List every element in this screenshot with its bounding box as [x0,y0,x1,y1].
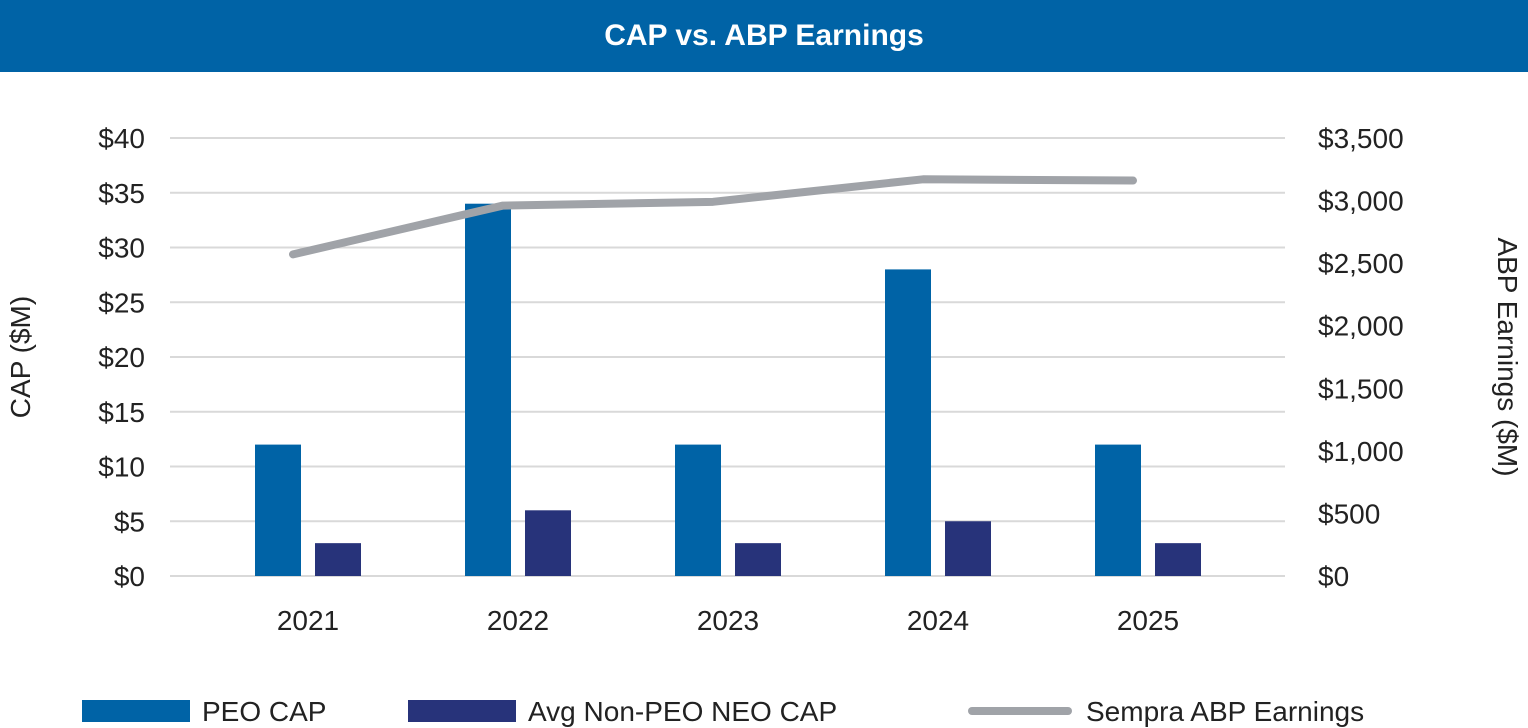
y2-tick-label: $3,500 [1318,123,1404,154]
x-tick-label: 2022 [487,605,549,636]
y-tick-label: $25 [98,287,145,318]
bar-avg-non-peo-neo-cap [735,543,781,576]
bar-avg-non-peo-neo-cap [1155,543,1201,576]
chart-title: CAP vs. ABP Earnings [0,0,1528,72]
bar-avg-non-peo-neo-cap [945,521,991,576]
y2-tick-label: $1,500 [1318,373,1404,404]
x-tick-label: 2021 [277,605,339,636]
y-tick-label: $5 [114,506,145,537]
y2-tick-label: $2,500 [1318,248,1404,279]
y2-tick-label: $0 [1318,561,1349,592]
legend-label: Sempra ABP Earnings [1086,696,1364,727]
y-tick-label: $0 [114,561,145,592]
legend-label: Avg Non-PEO NEO CAP [528,696,837,727]
y2-tick-label: $3,000 [1318,186,1404,217]
y-tick-label: $10 [98,452,145,483]
bar-peo-cap [675,444,721,576]
x-tick-label: 2025 [1117,605,1179,636]
y2-tick-label: $500 [1318,498,1380,529]
bar-peo-cap [255,444,301,576]
legend-swatch [82,700,190,722]
y2-axis-label: ABP Earnings ($M) [1492,237,1523,476]
y-tick-label: $30 [98,233,145,264]
y-tick-label: $15 [98,397,145,428]
y-axis-label: CAP ($M) [5,296,36,418]
line-sempra-abp-earnings [289,175,1137,259]
y-tick-label: $40 [98,123,145,154]
y-tick-label: $20 [98,342,145,373]
bar-peo-cap [1095,444,1141,576]
bar-peo-cap [465,203,511,576]
x-tick-label: 2024 [907,605,969,636]
legend-label: PEO CAP [202,696,326,727]
y-tick-label: $35 [98,178,145,209]
y2-tick-label: $2,000 [1318,311,1404,342]
bar-peo-cap [885,269,931,576]
x-tick-label: 2023 [697,605,759,636]
bar-avg-non-peo-neo-cap [315,543,361,576]
y2-tick-label: $1,000 [1318,436,1404,467]
legend-swatch [408,700,516,722]
bar-avg-non-peo-neo-cap [525,510,571,576]
